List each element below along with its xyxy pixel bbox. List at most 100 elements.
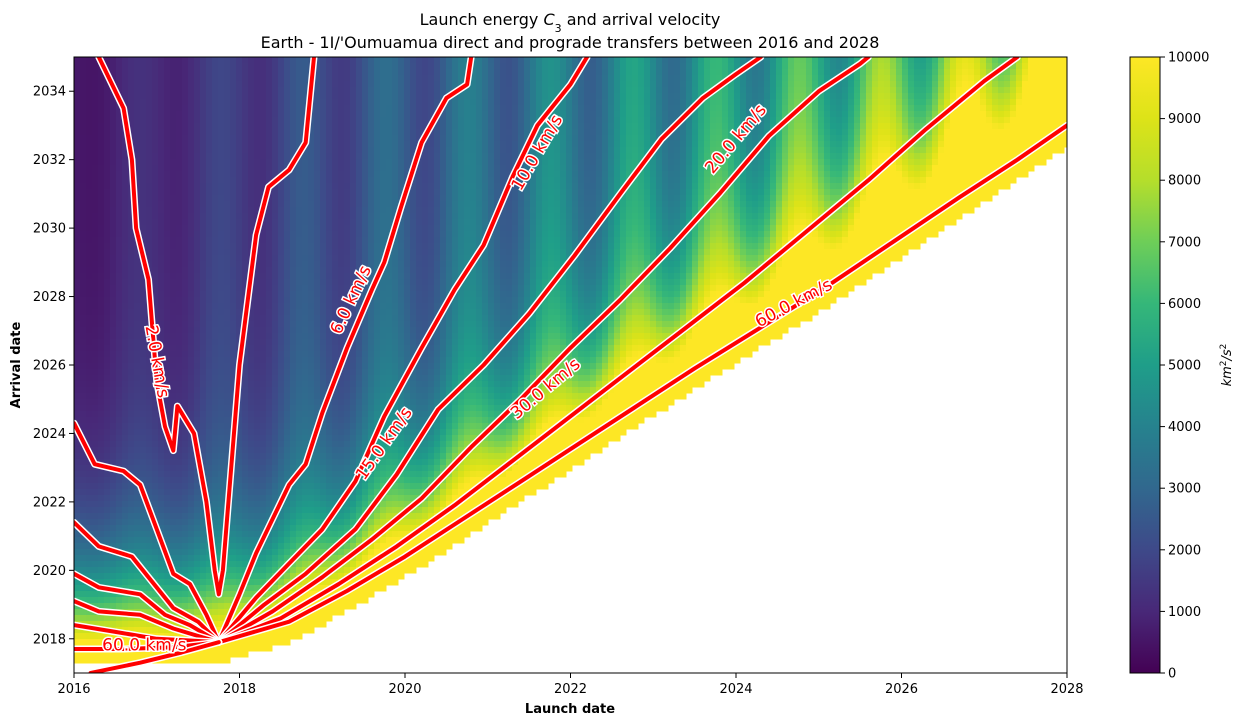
heatmap-cell bbox=[80, 189, 87, 196]
heatmap-cell bbox=[236, 291, 243, 298]
heatmap-cell bbox=[314, 489, 321, 496]
heatmap-cell bbox=[122, 387, 129, 394]
heatmap-cell bbox=[110, 573, 117, 580]
heatmap-cell bbox=[176, 381, 183, 388]
heatmap-cell bbox=[332, 351, 339, 358]
heatmap-cell bbox=[356, 195, 363, 202]
heatmap-cell bbox=[284, 633, 291, 640]
heatmap-cell bbox=[332, 459, 339, 466]
heatmap-cell bbox=[92, 447, 99, 454]
heatmap-cell bbox=[254, 111, 261, 118]
heatmap-cell bbox=[284, 267, 291, 274]
heatmap-cell bbox=[188, 189, 195, 196]
heatmap-cell bbox=[152, 483, 159, 490]
heatmap-cell bbox=[170, 291, 177, 298]
heatmap-cell bbox=[344, 165, 351, 172]
heatmap-cell bbox=[224, 267, 231, 274]
heatmap-cell bbox=[332, 201, 339, 208]
heatmap-cell bbox=[284, 471, 291, 478]
heatmap-cell bbox=[86, 309, 93, 316]
heatmap-cell bbox=[230, 351, 237, 358]
heatmap-cell bbox=[290, 561, 297, 568]
heatmap-cell bbox=[308, 627, 315, 634]
heatmap-cell bbox=[248, 153, 255, 160]
heatmap-cell bbox=[362, 135, 369, 142]
heatmap-cell bbox=[326, 159, 333, 166]
heatmap-cell bbox=[260, 141, 267, 148]
heatmap-cell bbox=[140, 651, 147, 658]
heatmap-cell bbox=[176, 243, 183, 250]
heatmap-cell bbox=[98, 345, 105, 352]
heatmap-cell bbox=[98, 483, 105, 490]
heatmap-cell bbox=[314, 189, 321, 196]
heatmap-cell bbox=[284, 555, 291, 562]
heatmap-cell bbox=[158, 123, 165, 130]
heatmap-cell bbox=[290, 357, 297, 364]
heatmap-cell bbox=[152, 567, 159, 574]
heatmap-cell bbox=[212, 441, 219, 448]
heatmap-cell bbox=[224, 393, 231, 400]
heatmap-cell bbox=[182, 339, 189, 346]
heatmap-cell bbox=[104, 297, 111, 304]
heatmap-cell bbox=[368, 585, 375, 592]
heatmap-cell bbox=[350, 291, 357, 298]
heatmap-cell bbox=[302, 351, 309, 358]
heatmap-cell bbox=[146, 195, 153, 202]
heatmap-cell bbox=[158, 75, 165, 82]
heatmap-cell bbox=[362, 159, 369, 166]
heatmap-cell bbox=[140, 153, 147, 160]
heatmap-cell bbox=[116, 267, 123, 274]
heatmap-cell bbox=[260, 93, 267, 100]
heatmap-cell bbox=[122, 543, 129, 550]
heatmap-cell bbox=[350, 153, 357, 160]
heatmap-cell bbox=[260, 417, 267, 424]
heatmap-cell bbox=[218, 135, 225, 142]
heatmap-cell bbox=[284, 273, 291, 280]
heatmap-cell bbox=[356, 249, 363, 256]
heatmap-cell bbox=[296, 303, 303, 310]
heatmap-cell bbox=[314, 171, 321, 178]
heatmap-cell bbox=[158, 177, 165, 184]
heatmap-cell bbox=[128, 75, 135, 82]
heatmap-cell bbox=[128, 615, 135, 622]
heatmap-cell bbox=[176, 597, 183, 604]
heatmap-cell bbox=[248, 189, 255, 196]
heatmap-cell bbox=[350, 591, 357, 598]
heatmap-cell bbox=[332, 339, 339, 346]
heatmap-cell bbox=[86, 171, 93, 178]
heatmap-cell bbox=[242, 597, 249, 604]
heatmap-cell bbox=[110, 507, 117, 514]
heatmap-cell bbox=[188, 351, 195, 358]
heatmap-cell bbox=[98, 477, 105, 484]
heatmap-cell bbox=[116, 501, 123, 508]
heatmap-cell bbox=[110, 555, 117, 562]
heatmap-cell bbox=[164, 57, 171, 64]
heatmap-cell bbox=[80, 639, 87, 646]
heatmap-cell bbox=[338, 147, 345, 154]
heatmap-cell bbox=[116, 105, 123, 112]
heatmap-cell bbox=[296, 159, 303, 166]
heatmap-cell bbox=[266, 87, 273, 94]
heatmap-cell bbox=[332, 171, 339, 178]
heatmap-cell bbox=[332, 357, 339, 364]
heatmap-cell bbox=[278, 219, 285, 226]
heatmap-cell bbox=[104, 207, 111, 214]
heatmap-cell bbox=[284, 129, 291, 136]
heatmap-cell bbox=[266, 465, 273, 472]
heatmap-cell bbox=[152, 597, 159, 604]
heatmap-cell bbox=[188, 375, 195, 382]
heatmap-cell bbox=[350, 159, 357, 166]
heatmap-cell bbox=[368, 225, 375, 232]
heatmap-cell bbox=[80, 477, 87, 484]
heatmap-cell bbox=[242, 171, 249, 178]
heatmap-cell bbox=[92, 549, 99, 556]
heatmap-cell bbox=[86, 213, 93, 220]
heatmap-cell bbox=[356, 153, 363, 160]
heatmap-cell bbox=[362, 501, 369, 508]
heatmap-cell bbox=[92, 309, 99, 316]
heatmap-cell bbox=[122, 639, 129, 646]
heatmap-cell bbox=[266, 345, 273, 352]
heatmap-cell bbox=[350, 189, 357, 196]
heatmap-cell bbox=[188, 129, 195, 136]
heatmap-cell bbox=[218, 231, 225, 238]
